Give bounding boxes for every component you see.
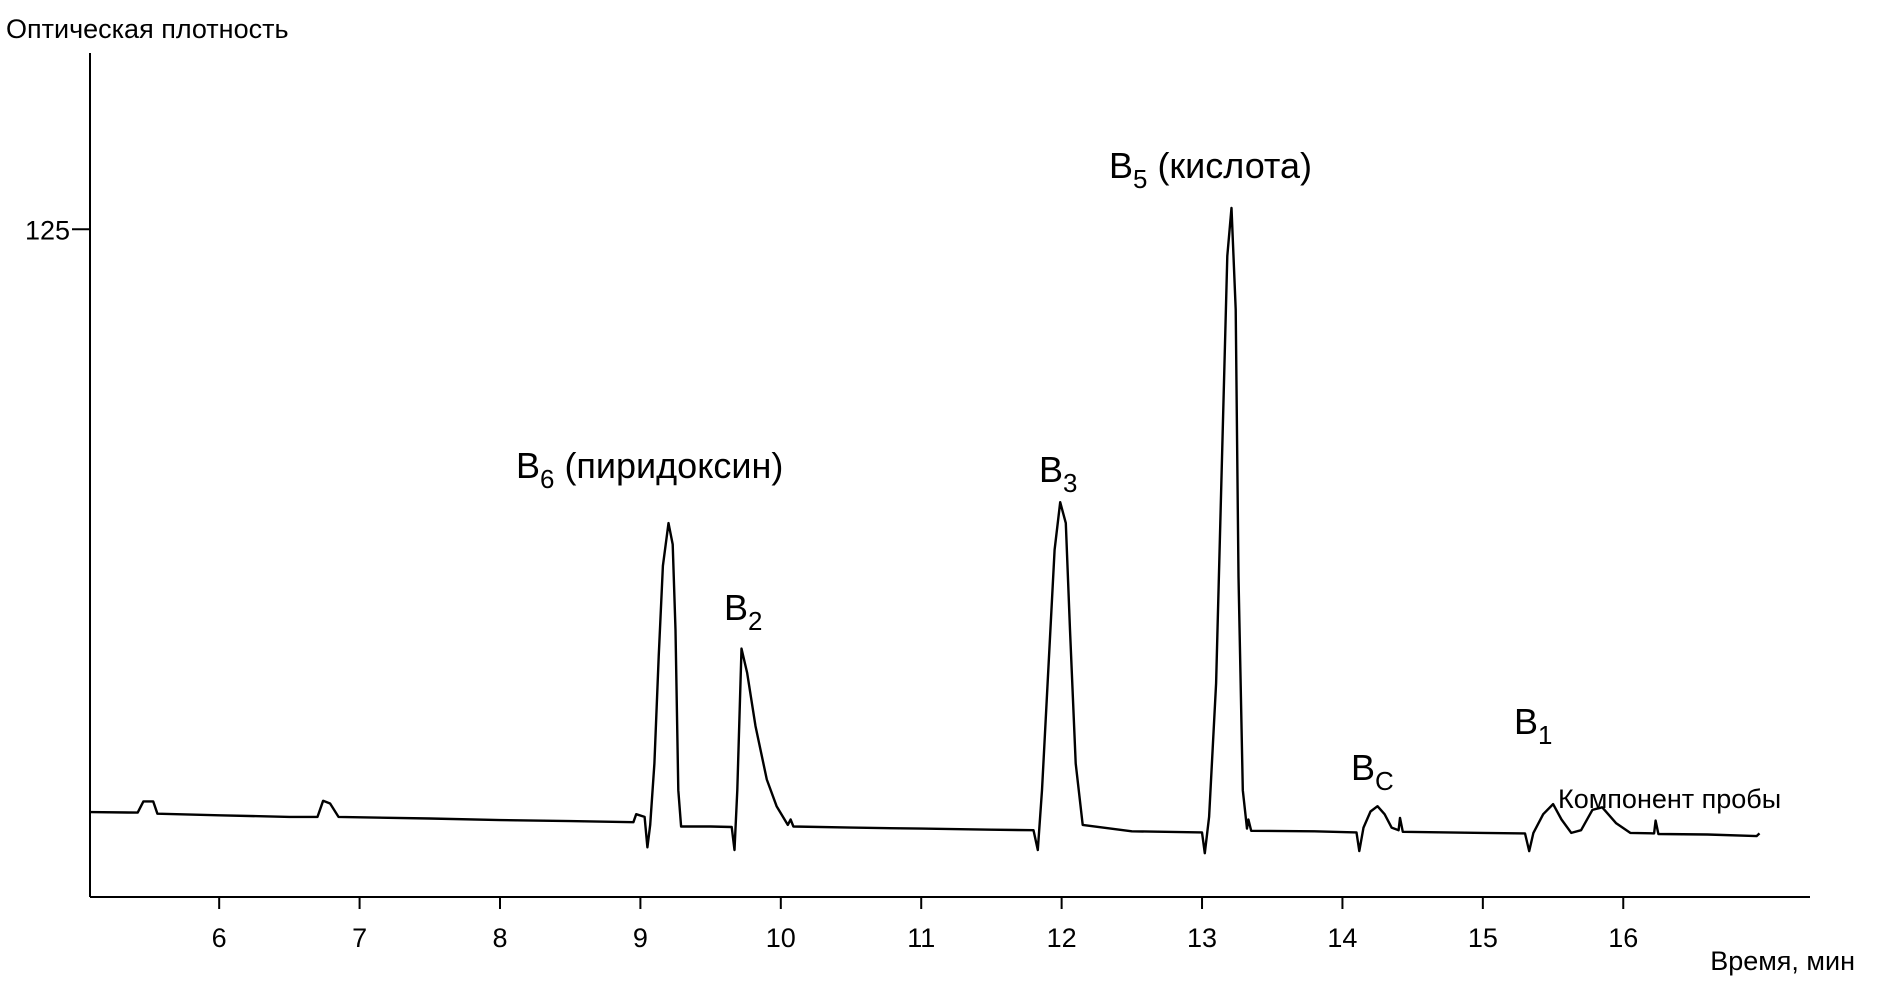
peak-label: B2 [724, 587, 762, 636]
x-tick-label: 14 [1327, 923, 1357, 953]
x-tick-label: 7 [352, 923, 367, 953]
peak-label-text: B [1109, 145, 1133, 186]
peak-label: B6 (пиридоксин) [516, 445, 783, 494]
peak-label-subscript: 5 [1133, 166, 1147, 194]
y-tick-label: 125 [25, 215, 70, 245]
x-axis-label: Время, мин [1710, 946, 1855, 976]
peak-label-text: B [1514, 701, 1538, 742]
x-tick-label: 6 [212, 923, 227, 953]
x-tick-label: 10 [766, 923, 796, 953]
chromatogram-line [89, 206, 1761, 855]
peak-label: Компонент пробы [1558, 784, 1781, 814]
peak-label-subscript: C [1375, 768, 1394, 796]
peak-label: BC [1351, 747, 1394, 796]
x-tick-label: 9 [633, 923, 648, 953]
peak-label-rest: (кислота) [1157, 145, 1312, 186]
peak-label: B3 [1039, 449, 1077, 498]
peak-label-subscript: 3 [1063, 470, 1077, 498]
y-axis-label: Оптическая плотность [6, 14, 289, 44]
peak-label-subscript: 6 [540, 466, 554, 494]
peak-label-subscript: 1 [1538, 722, 1552, 750]
x-tick-label: 12 [1047, 923, 1077, 953]
x-tick-label: 16 [1608, 923, 1638, 953]
x-tick-label: 11 [907, 923, 935, 953]
x-tick-label: 13 [1187, 923, 1217, 953]
peak-label-text: B [724, 587, 748, 628]
peak-label-text: Компонент пробы [1558, 784, 1781, 814]
peak-label-subscript: 2 [748, 608, 762, 636]
peak-label-text: B [1351, 747, 1375, 788]
peak-label: B1 [1514, 701, 1552, 750]
peak-label: B5 (кислота) [1109, 145, 1312, 194]
peak-label-text: B [1039, 449, 1063, 490]
x-tick-label: 15 [1468, 923, 1498, 953]
x-tick-label: 8 [492, 923, 507, 953]
peak-label-text: B [516, 445, 540, 486]
peak-label-rest: (пиридоксин) [564, 445, 783, 486]
